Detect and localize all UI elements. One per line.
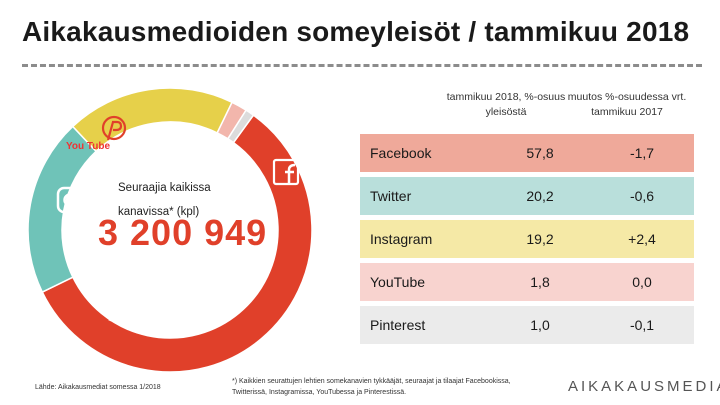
pinterest-icon (101, 115, 127, 141)
row-channel-name: Facebook (370, 145, 432, 161)
column-header-share: tammikuu 2018, %-osuus yleisöstä (446, 91, 566, 118)
youtube-icon: You Tube (66, 141, 111, 152)
center-label: Seuraajia kaikissa kanavissa* (kpl) (118, 182, 211, 218)
row-share-value: 20,2 (526, 188, 554, 204)
row-change-value: 0,0 (632, 274, 652, 290)
row-channel-name: YouTube (370, 274, 426, 290)
row-change-value: -1,7 (629, 145, 655, 161)
table-row: Facebook 57,8 -1,7 (360, 134, 694, 172)
source-note: Lähde: Aikakausmediat somessa 1/2018 (35, 384, 161, 391)
row-channel-name: Instagram (370, 231, 433, 247)
table-row: Twitter 20,2 -0,6 (360, 177, 694, 215)
instagram-icon (56, 186, 84, 214)
row-share-value: 57,8 (526, 145, 554, 161)
row-change-value: +2,4 (628, 231, 656, 247)
row-share-value: 1,8 (530, 274, 550, 290)
table-row: Pinterest 1,0 -0,1 (360, 306, 694, 344)
row-share-value: 1,0 (530, 317, 550, 333)
center-total-value: 3 200 949 (98, 212, 268, 253)
table-row: YouTube 1,8 0,0 (360, 263, 694, 301)
brand-logo: AIKAKAUSMEDIA (568, 378, 720, 395)
page-title: Aikakausmedioiden someyleisöt / tammikuu… (22, 16, 690, 47)
facebook-icon (272, 158, 300, 186)
row-change-value: -0,1 (629, 317, 655, 333)
column-header-change: muutos %-osuudessa vrt. tammikuu 2017 (567, 91, 687, 118)
title-divider (22, 64, 702, 67)
table-row: Instagram 19,2 +2,4 (360, 220, 694, 258)
row-change-value: -0,6 (629, 188, 655, 204)
footnote: *) Kaikkien seurattujen lehtien somekana… (232, 378, 511, 396)
donut-slice-pinterest (226, 109, 255, 144)
row-channel-name: Twitter (370, 188, 412, 204)
donut-chart (27, 87, 313, 373)
row-channel-name: Pinterest (370, 317, 426, 333)
row-share-value: 19,2 (526, 231, 554, 247)
twitter-icon (108, 283, 152, 323)
donut-slice-facebook (41, 114, 313, 373)
